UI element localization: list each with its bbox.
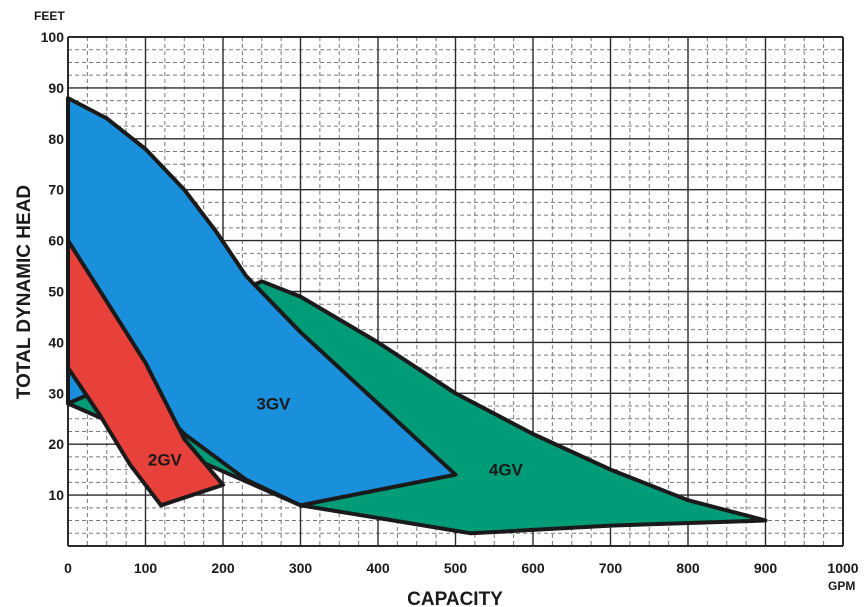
x-tick-label: 700 — [599, 560, 623, 576]
x-tick-label: 100 — [134, 560, 158, 576]
x-tick-label: 800 — [676, 560, 700, 576]
x-tick-label: 1000 — [827, 560, 858, 576]
y-tick-label: 100 — [41, 29, 65, 45]
region-labels: 4GV 3GV 2GV — [148, 394, 524, 479]
x-tick-label: 200 — [211, 560, 235, 576]
y-axis-title: TOTAL DYNAMIC HEAD — [14, 185, 35, 399]
y-tick-label: 20 — [48, 436, 64, 452]
region-label-3gv: 3GV — [256, 394, 291, 413]
x-tick-label: 500 — [444, 560, 468, 576]
performance-regions — [66, 96, 768, 536]
x-tick-labels: 0 100 200 300 400 500 600 700 800 900 1000 — [64, 560, 859, 576]
y-tick-label: 40 — [48, 334, 64, 350]
region-label-4gv: 4GV — [489, 461, 524, 480]
y-tick-label: 70 — [48, 182, 64, 198]
y-tick-labels: 10 20 30 40 50 60 70 80 90 100 — [41, 29, 65, 503]
x-tick-label: 600 — [521, 560, 545, 576]
y-tick-label: 10 — [48, 487, 64, 503]
x-tick-label: 400 — [366, 560, 390, 576]
x-axis-title: CAPACITY — [407, 589, 503, 607]
x-tick-label: 300 — [289, 560, 313, 576]
region-label-2gv: 2GV — [148, 450, 183, 469]
y-tick-label: 30 — [48, 385, 64, 401]
x-tick-label: 900 — [754, 560, 778, 576]
y-unit-label: FEET — [34, 9, 65, 23]
y-tick-label: 60 — [48, 233, 64, 249]
y-tick-label: 80 — [48, 131, 64, 147]
region-2gv — [66, 238, 225, 508]
x-tick-label: 0 — [64, 560, 72, 576]
x-unit-label: GPM — [828, 579, 855, 593]
y-tick-label: 50 — [48, 284, 64, 300]
y-tick-label: 90 — [48, 80, 64, 96]
